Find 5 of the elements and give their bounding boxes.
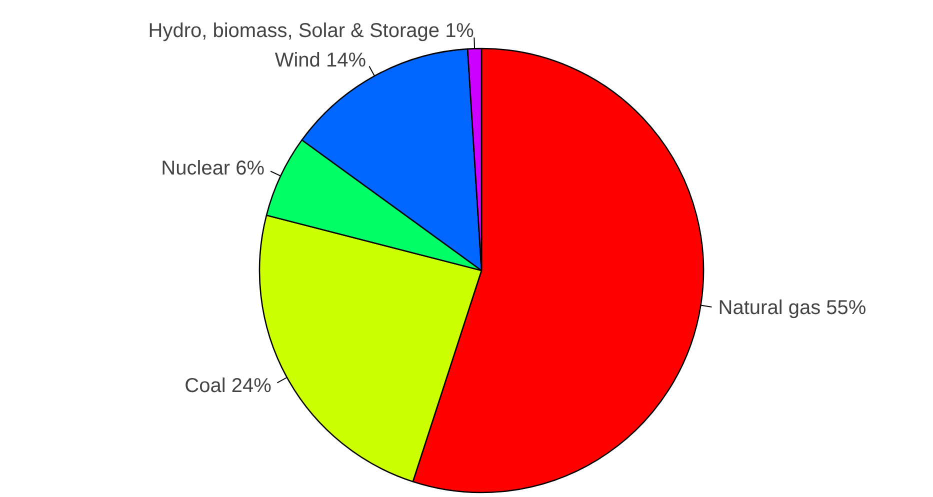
slice-label: Natural gas 55% xyxy=(718,297,866,320)
slice-label: Hydro, biomass, Solar & Storage 1% xyxy=(148,20,474,42)
slice-label: Coal 24% xyxy=(184,375,272,398)
slice-label: Wind 14% xyxy=(274,49,366,72)
slice-label: Nuclear 6% xyxy=(161,157,265,180)
